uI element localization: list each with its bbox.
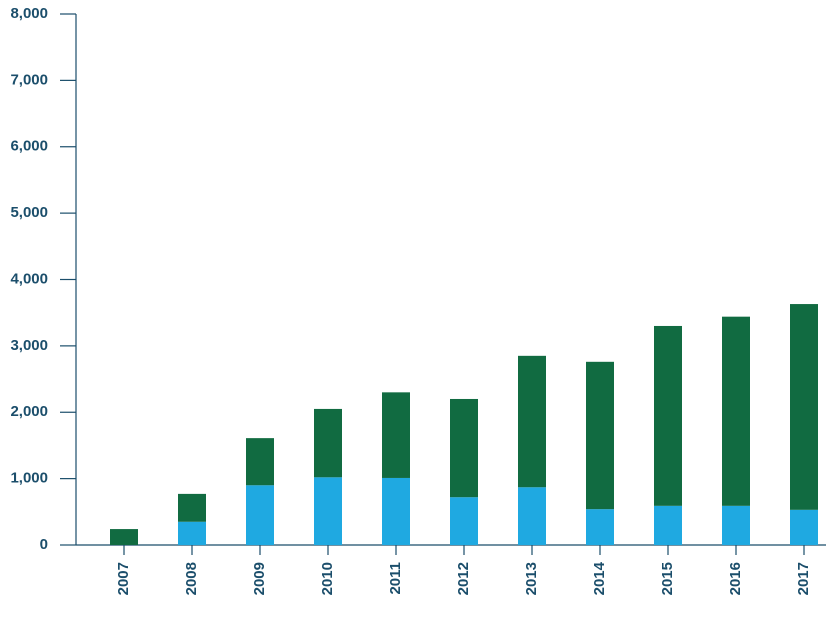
bar-segment	[518, 487, 546, 545]
y-tick-label: 1,000	[10, 470, 48, 487]
bar-segment	[314, 477, 342, 545]
bar-segment	[586, 361, 614, 510]
x-tick-label: 2015	[659, 562, 676, 595]
bar-segment	[586, 509, 614, 545]
x-tick-label: 2017	[795, 562, 812, 595]
bar-segment	[450, 497, 478, 545]
bar-segment	[518, 355, 546, 488]
y-tick-label: 6,000	[10, 138, 48, 155]
x-tick-label: 2016	[727, 562, 744, 595]
bar-segment	[382, 477, 410, 545]
x-tick-label: 2012	[455, 562, 472, 595]
bar-segment	[314, 408, 342, 478]
bar-segment	[178, 521, 206, 545]
y-tick-label: 8,000	[10, 5, 48, 22]
x-tick-label: 2008	[183, 562, 200, 595]
y-tick-label: 5,000	[10, 204, 48, 221]
bar-segment	[246, 438, 274, 486]
x-tick-label: 2010	[319, 562, 336, 595]
x-tick-label: 2011	[387, 562, 404, 595]
y-tick-label: 2,000	[10, 403, 48, 420]
x-tick-label: 2009	[251, 562, 268, 595]
y-tick-label: 7,000	[10, 71, 48, 88]
bar-segment	[450, 398, 478, 498]
bar-segment	[382, 392, 410, 478]
bar-segment	[790, 509, 818, 545]
y-tick-label: 4,000	[10, 270, 48, 287]
bar-segment	[722, 505, 750, 545]
bar-segment	[654, 505, 682, 545]
bar-segment	[654, 325, 682, 506]
bar-segment	[790, 304, 818, 510]
y-tick-label: 0	[40, 536, 48, 553]
bar-segment	[722, 316, 750, 506]
y-tick-label: 3,000	[10, 337, 48, 354]
x-tick-label: 2014	[591, 561, 608, 595]
x-tick-label: 2007	[115, 562, 132, 595]
bar-segment	[246, 485, 274, 545]
bar-segment	[178, 493, 206, 522]
x-tick-label: 2013	[523, 562, 540, 595]
bar-segment	[110, 529, 138, 545]
